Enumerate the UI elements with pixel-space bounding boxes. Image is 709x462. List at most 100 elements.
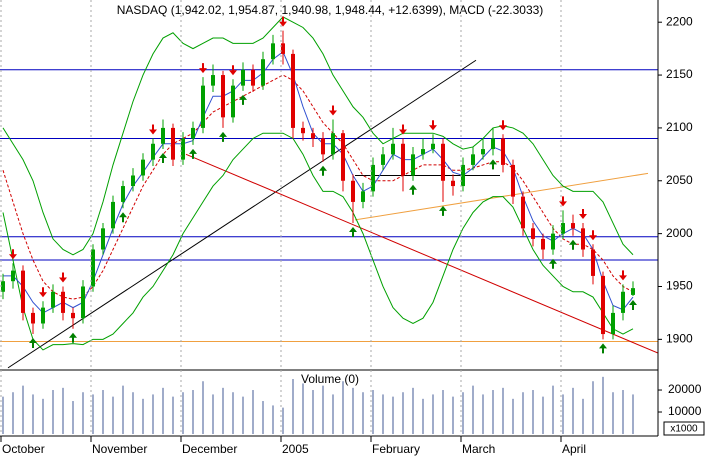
candle-body (591, 249, 595, 276)
candle-body (481, 149, 485, 155)
candle-body (21, 270, 25, 313)
sell-arrow (199, 63, 207, 74)
volume-tick-label: 20000 (668, 382, 702, 396)
candle-body (631, 288, 635, 295)
candle-body (351, 180, 355, 202)
x-tick-label: April (562, 442, 586, 456)
candle-body (611, 312, 615, 335)
sell-arrow (9, 249, 17, 260)
sell-arrow (399, 124, 407, 135)
candle-body (111, 201, 115, 229)
buy-arrow (319, 165, 327, 176)
buy-arrow (489, 159, 497, 170)
candle-body (561, 223, 565, 234)
candle-body (101, 228, 105, 250)
volume-label: Volume (0) (301, 372, 359, 386)
trend-line (185, 153, 658, 354)
sell-arrow (229, 65, 237, 76)
x-tick-label: March (462, 442, 495, 456)
overlay-line (3, 51, 634, 314)
buy-arrow (409, 184, 417, 195)
candle-body (531, 228, 535, 239)
x-tick-label: November (92, 442, 147, 456)
y-tick-label: 2150 (666, 67, 693, 81)
candle-body (501, 138, 505, 165)
candle-body (131, 175, 135, 187)
chart-title: NASDAQ (1,942.02, 1,954.87, 1,940.98, 1,… (117, 3, 544, 17)
candle-body (291, 53, 295, 128)
candle-body (231, 85, 235, 118)
buy-arrow (219, 131, 227, 142)
candle-body (191, 127, 195, 139)
candle-body (381, 154, 385, 165)
buy-arrow (189, 148, 197, 159)
candle-body (421, 149, 425, 155)
buy-arrow (119, 212, 127, 223)
buy-arrow (549, 258, 557, 269)
candle-body (601, 275, 605, 335)
candle-body (31, 312, 35, 324)
sell-arrow (59, 272, 67, 283)
candle-body (121, 186, 125, 202)
candle-body (471, 154, 475, 165)
candle-body (491, 138, 495, 150)
candle-body (221, 75, 225, 118)
overlay-line (2, 16, 634, 256)
candle-body (301, 127, 305, 134)
candle-body (391, 143, 395, 155)
candle-body (581, 228, 585, 250)
candle-body (91, 249, 95, 287)
sell-arrow (329, 105, 337, 116)
price-panel (0, 16, 658, 369)
y-tick-label: 1900 (666, 332, 693, 346)
x-tick-label: October (2, 442, 45, 456)
candle-body (311, 133, 315, 139)
candle-body (341, 133, 345, 181)
candle-body (451, 180, 455, 187)
candle-body (271, 43, 275, 60)
candle-body (541, 238, 545, 250)
candle-body (11, 270, 15, 282)
sell-arrow (279, 16, 287, 27)
candle-body (331, 133, 335, 155)
candle-body (521, 196, 525, 229)
candle-body (281, 43, 285, 54)
unit-box (663, 421, 705, 436)
buy-arrow (159, 153, 167, 164)
sell-arrow (149, 124, 157, 135)
candle-body (161, 127, 165, 144)
volume-tick-label: 10000 (668, 404, 702, 418)
candle-body (551, 233, 555, 250)
volume-unit: x1000 (670, 424, 698, 435)
candle-body (211, 75, 215, 86)
candle-body (51, 291, 55, 308)
sell-arrow (559, 196, 567, 207)
sell-arrow (619, 270, 627, 281)
candle-body (261, 59, 265, 86)
x-tick-label: 2005 (282, 442, 309, 456)
buy-arrow (349, 227, 357, 238)
candle-body (621, 291, 625, 313)
y-tick-label: 2200 (666, 14, 693, 28)
candle-body (1, 281, 5, 292)
y-tick-label: 1950 (666, 279, 693, 293)
candle-body (141, 159, 145, 176)
sell-arrow (429, 120, 437, 131)
candle-body (171, 127, 175, 160)
y-tick-label: 2000 (666, 226, 693, 240)
candle-body (361, 191, 365, 202)
candle-body (571, 223, 575, 229)
candle-body (431, 143, 435, 150)
buy-arrow (569, 239, 577, 250)
buy-arrow (29, 338, 37, 349)
candle-body (151, 143, 155, 160)
sell-arrow (499, 120, 507, 131)
candle-body (441, 143, 445, 181)
buy-arrow (239, 94, 247, 105)
candle-body (181, 138, 185, 160)
buy-arrow (629, 300, 637, 311)
candle-body (201, 85, 205, 128)
y-tick-label: 2100 (666, 120, 693, 134)
